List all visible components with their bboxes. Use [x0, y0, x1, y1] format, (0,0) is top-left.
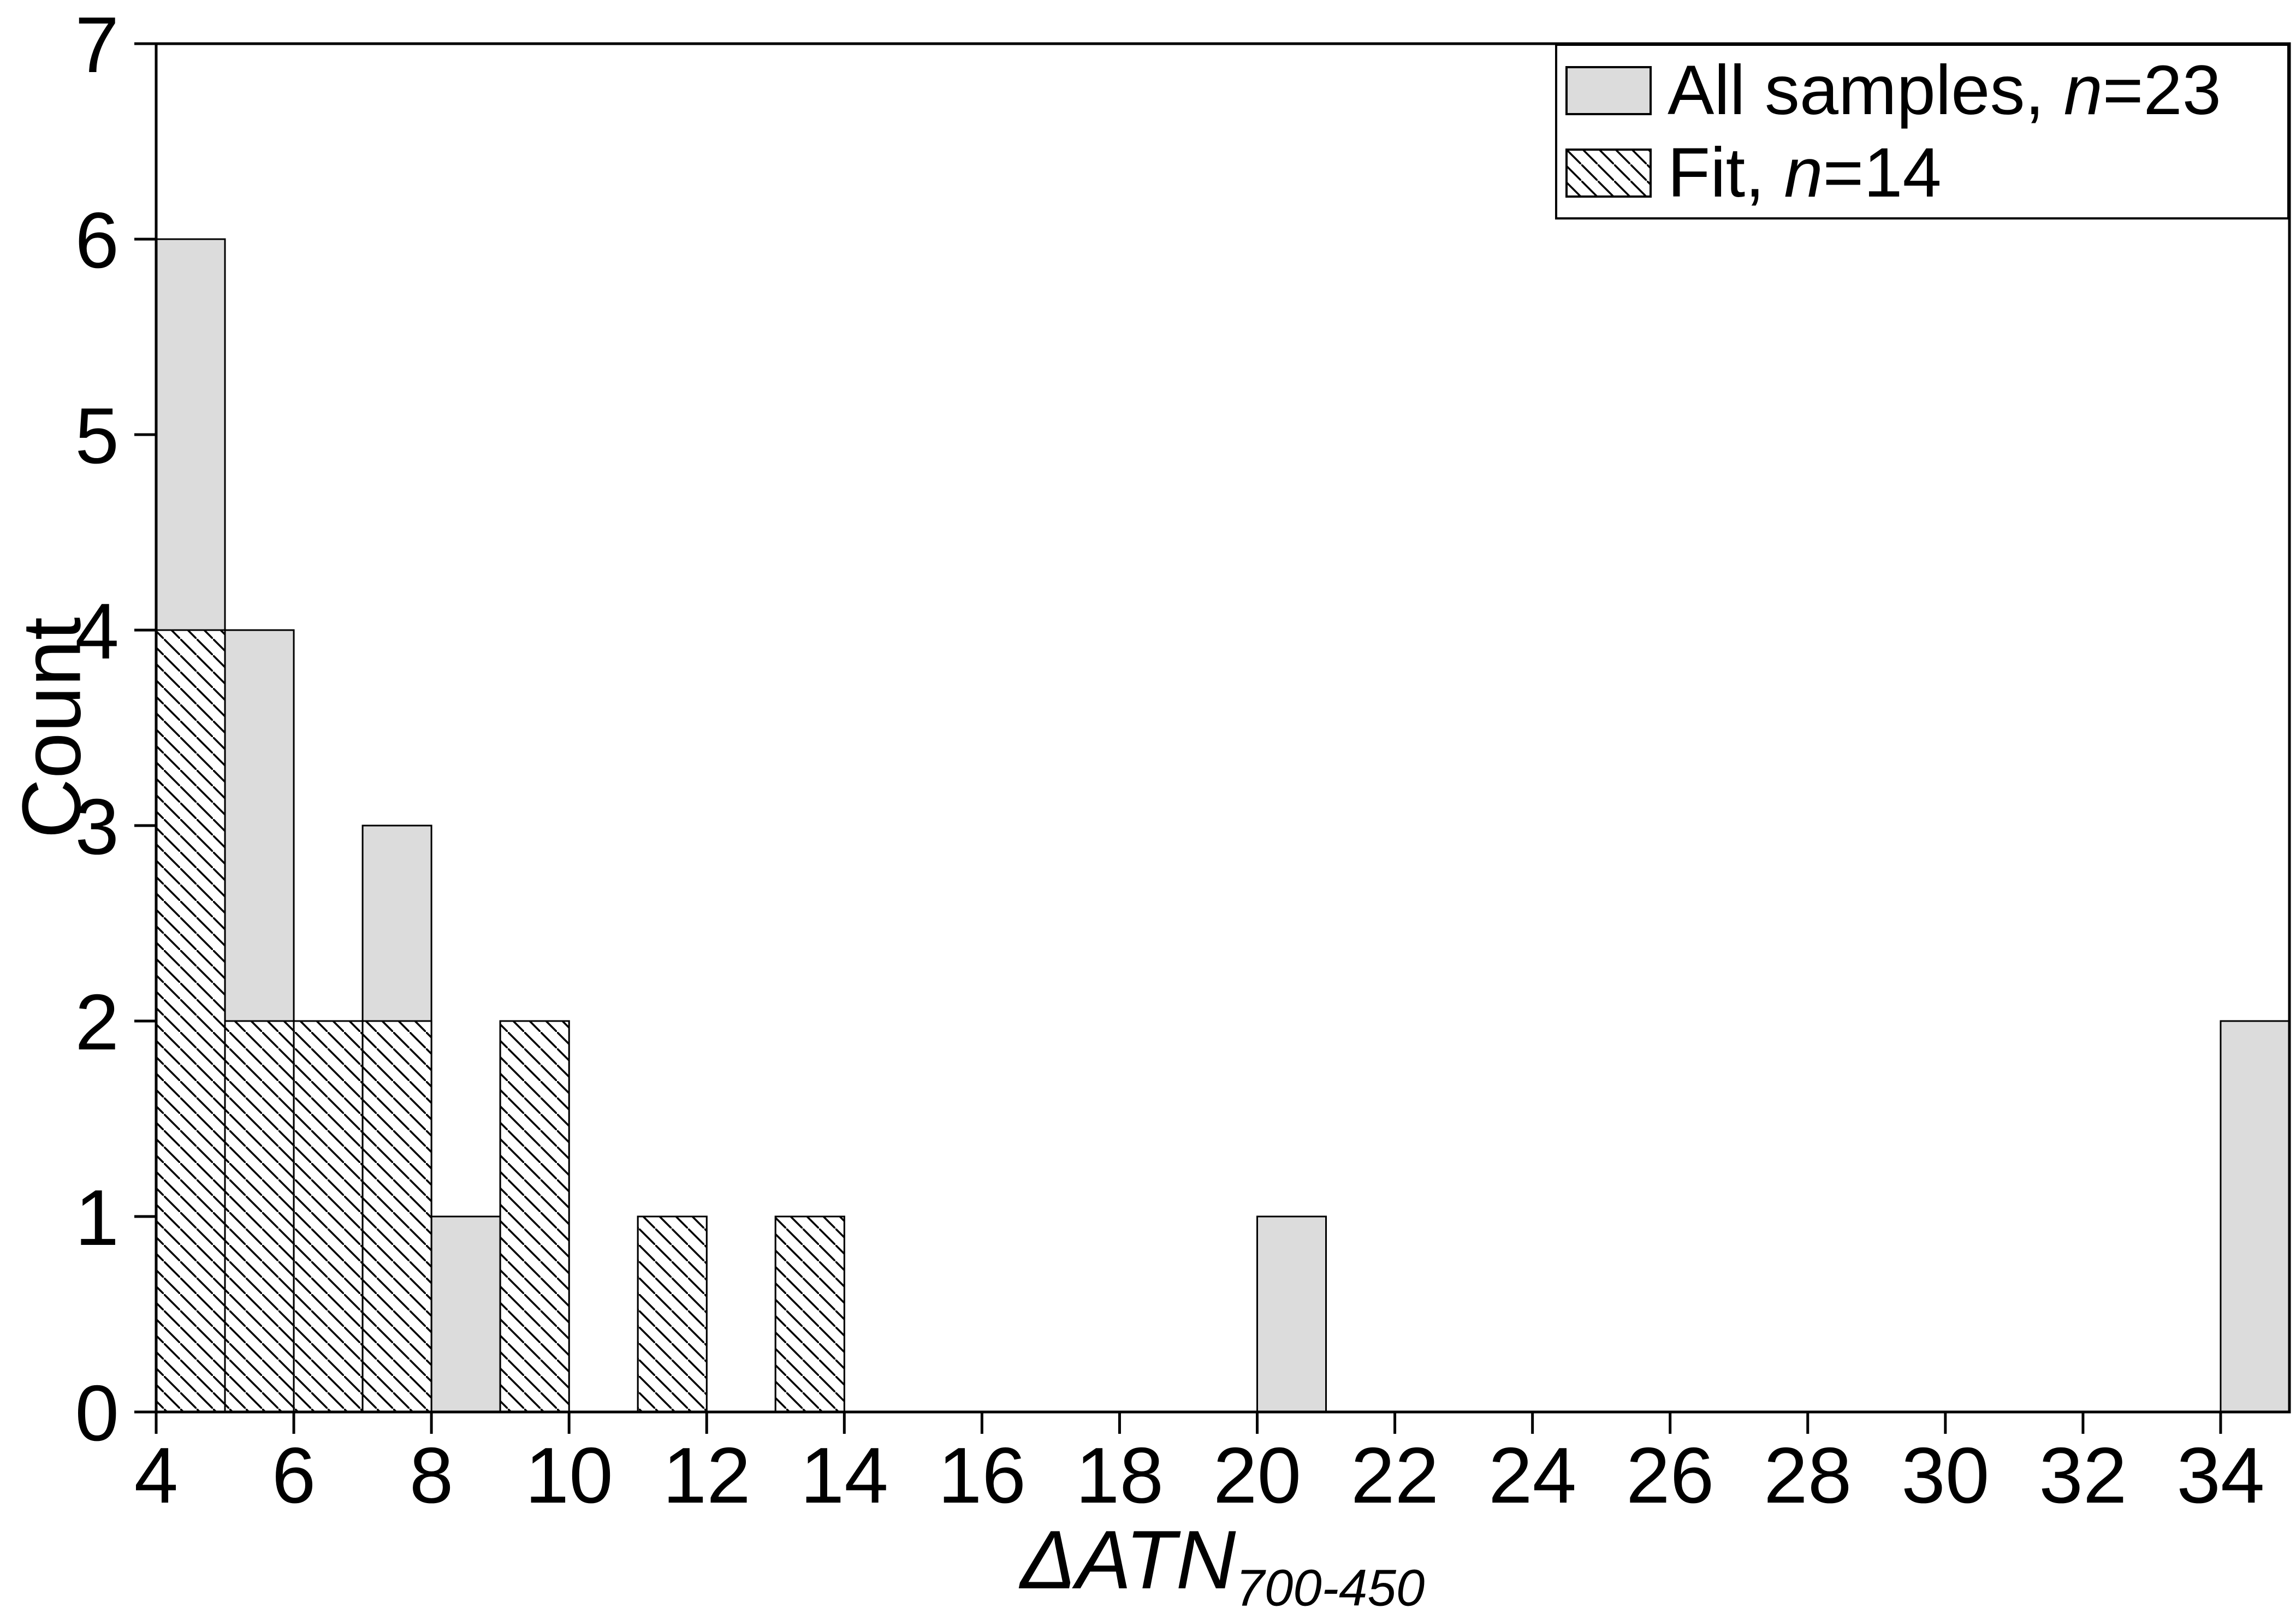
x-tick-label-20: 20 [1213, 1431, 1301, 1520]
x-tick-label-16: 16 [938, 1431, 1026, 1520]
x-tick-label-10: 10 [525, 1431, 613, 1520]
y-tick-label-6: 6 [75, 196, 119, 284]
x-tick-label-26: 26 [1626, 1431, 1714, 1520]
bar-fit-5 [224, 1020, 295, 1413]
legend-label-value: =23 [2102, 51, 2221, 129]
y-tick-label-3: 3 [75, 782, 119, 871]
legend-label-value: =14 [1823, 134, 1942, 212]
y-tick-label-7: 7 [75, 1, 119, 89]
bar-all-samples-8 [430, 1215, 501, 1413]
legend-item-fit: Fit, n=14 [1565, 133, 2280, 213]
legend: All samples, n=23 Fit, n=14 [1555, 44, 2289, 219]
x-tick-label-18: 18 [1076, 1431, 1164, 1520]
x-tick-label-30: 30 [1901, 1431, 1989, 1520]
legend-label-text: Fit, [1668, 134, 1784, 212]
bar-all-samples-20 [1256, 1215, 1327, 1413]
bar-fit-7 [361, 1020, 432, 1413]
legend-label-text: All samples, [1668, 51, 2064, 129]
bar-fit-13 [774, 1215, 845, 1413]
y-axis-title: Count [5, 617, 98, 839]
x-tick-label-8: 8 [410, 1431, 454, 1520]
x-axis-title-main: ΔATN [1020, 1514, 1236, 1606]
x-tick-label-4: 4 [134, 1431, 179, 1520]
x-tick-label-12: 12 [663, 1431, 751, 1520]
legend-label-n: n [2063, 51, 2103, 129]
legend-label-n: n [1784, 134, 1823, 212]
x-tick-label-28: 28 [1764, 1431, 1852, 1520]
legend-swatch-fill-icon [1565, 66, 1652, 115]
legend-label-fit: Fit, n=14 [1668, 133, 1942, 213]
x-tick-label-32: 32 [2039, 1431, 2127, 1520]
bar-fit-6 [293, 1020, 364, 1413]
x-tick-label-14: 14 [800, 1431, 888, 1520]
bar-fit-9 [499, 1020, 570, 1413]
x-axis-title: ΔATN700-450 [1021, 1512, 1425, 1617]
y-tick-label-4: 4 [75, 587, 119, 675]
x-tick-label-24: 24 [1488, 1431, 1576, 1520]
legend-swatch-hatch-icon [1565, 148, 1652, 198]
plot-frame [155, 42, 2291, 1414]
y-tick-label-0: 0 [75, 1369, 119, 1457]
x-tick-label-6: 6 [272, 1431, 316, 1520]
y-tick-label-1: 1 [75, 1173, 119, 1262]
legend-item-all-samples: All samples, n=23 [1565, 50, 2280, 130]
x-tick-label-34: 34 [2176, 1431, 2264, 1520]
bar-fit-11 [637, 1215, 708, 1413]
y-tick-label-5: 5 [75, 391, 119, 480]
y-tick-label-2: 2 [75, 978, 119, 1066]
legend-label-all-samples: All samples, n=23 [1668, 50, 2221, 130]
x-tick-label-22: 22 [1351, 1431, 1439, 1520]
bar-all-samples-34 [2220, 1020, 2291, 1413]
x-axis-title-subscript: 700-450 [1236, 1559, 1425, 1617]
bar-fit-4 [155, 629, 226, 1413]
